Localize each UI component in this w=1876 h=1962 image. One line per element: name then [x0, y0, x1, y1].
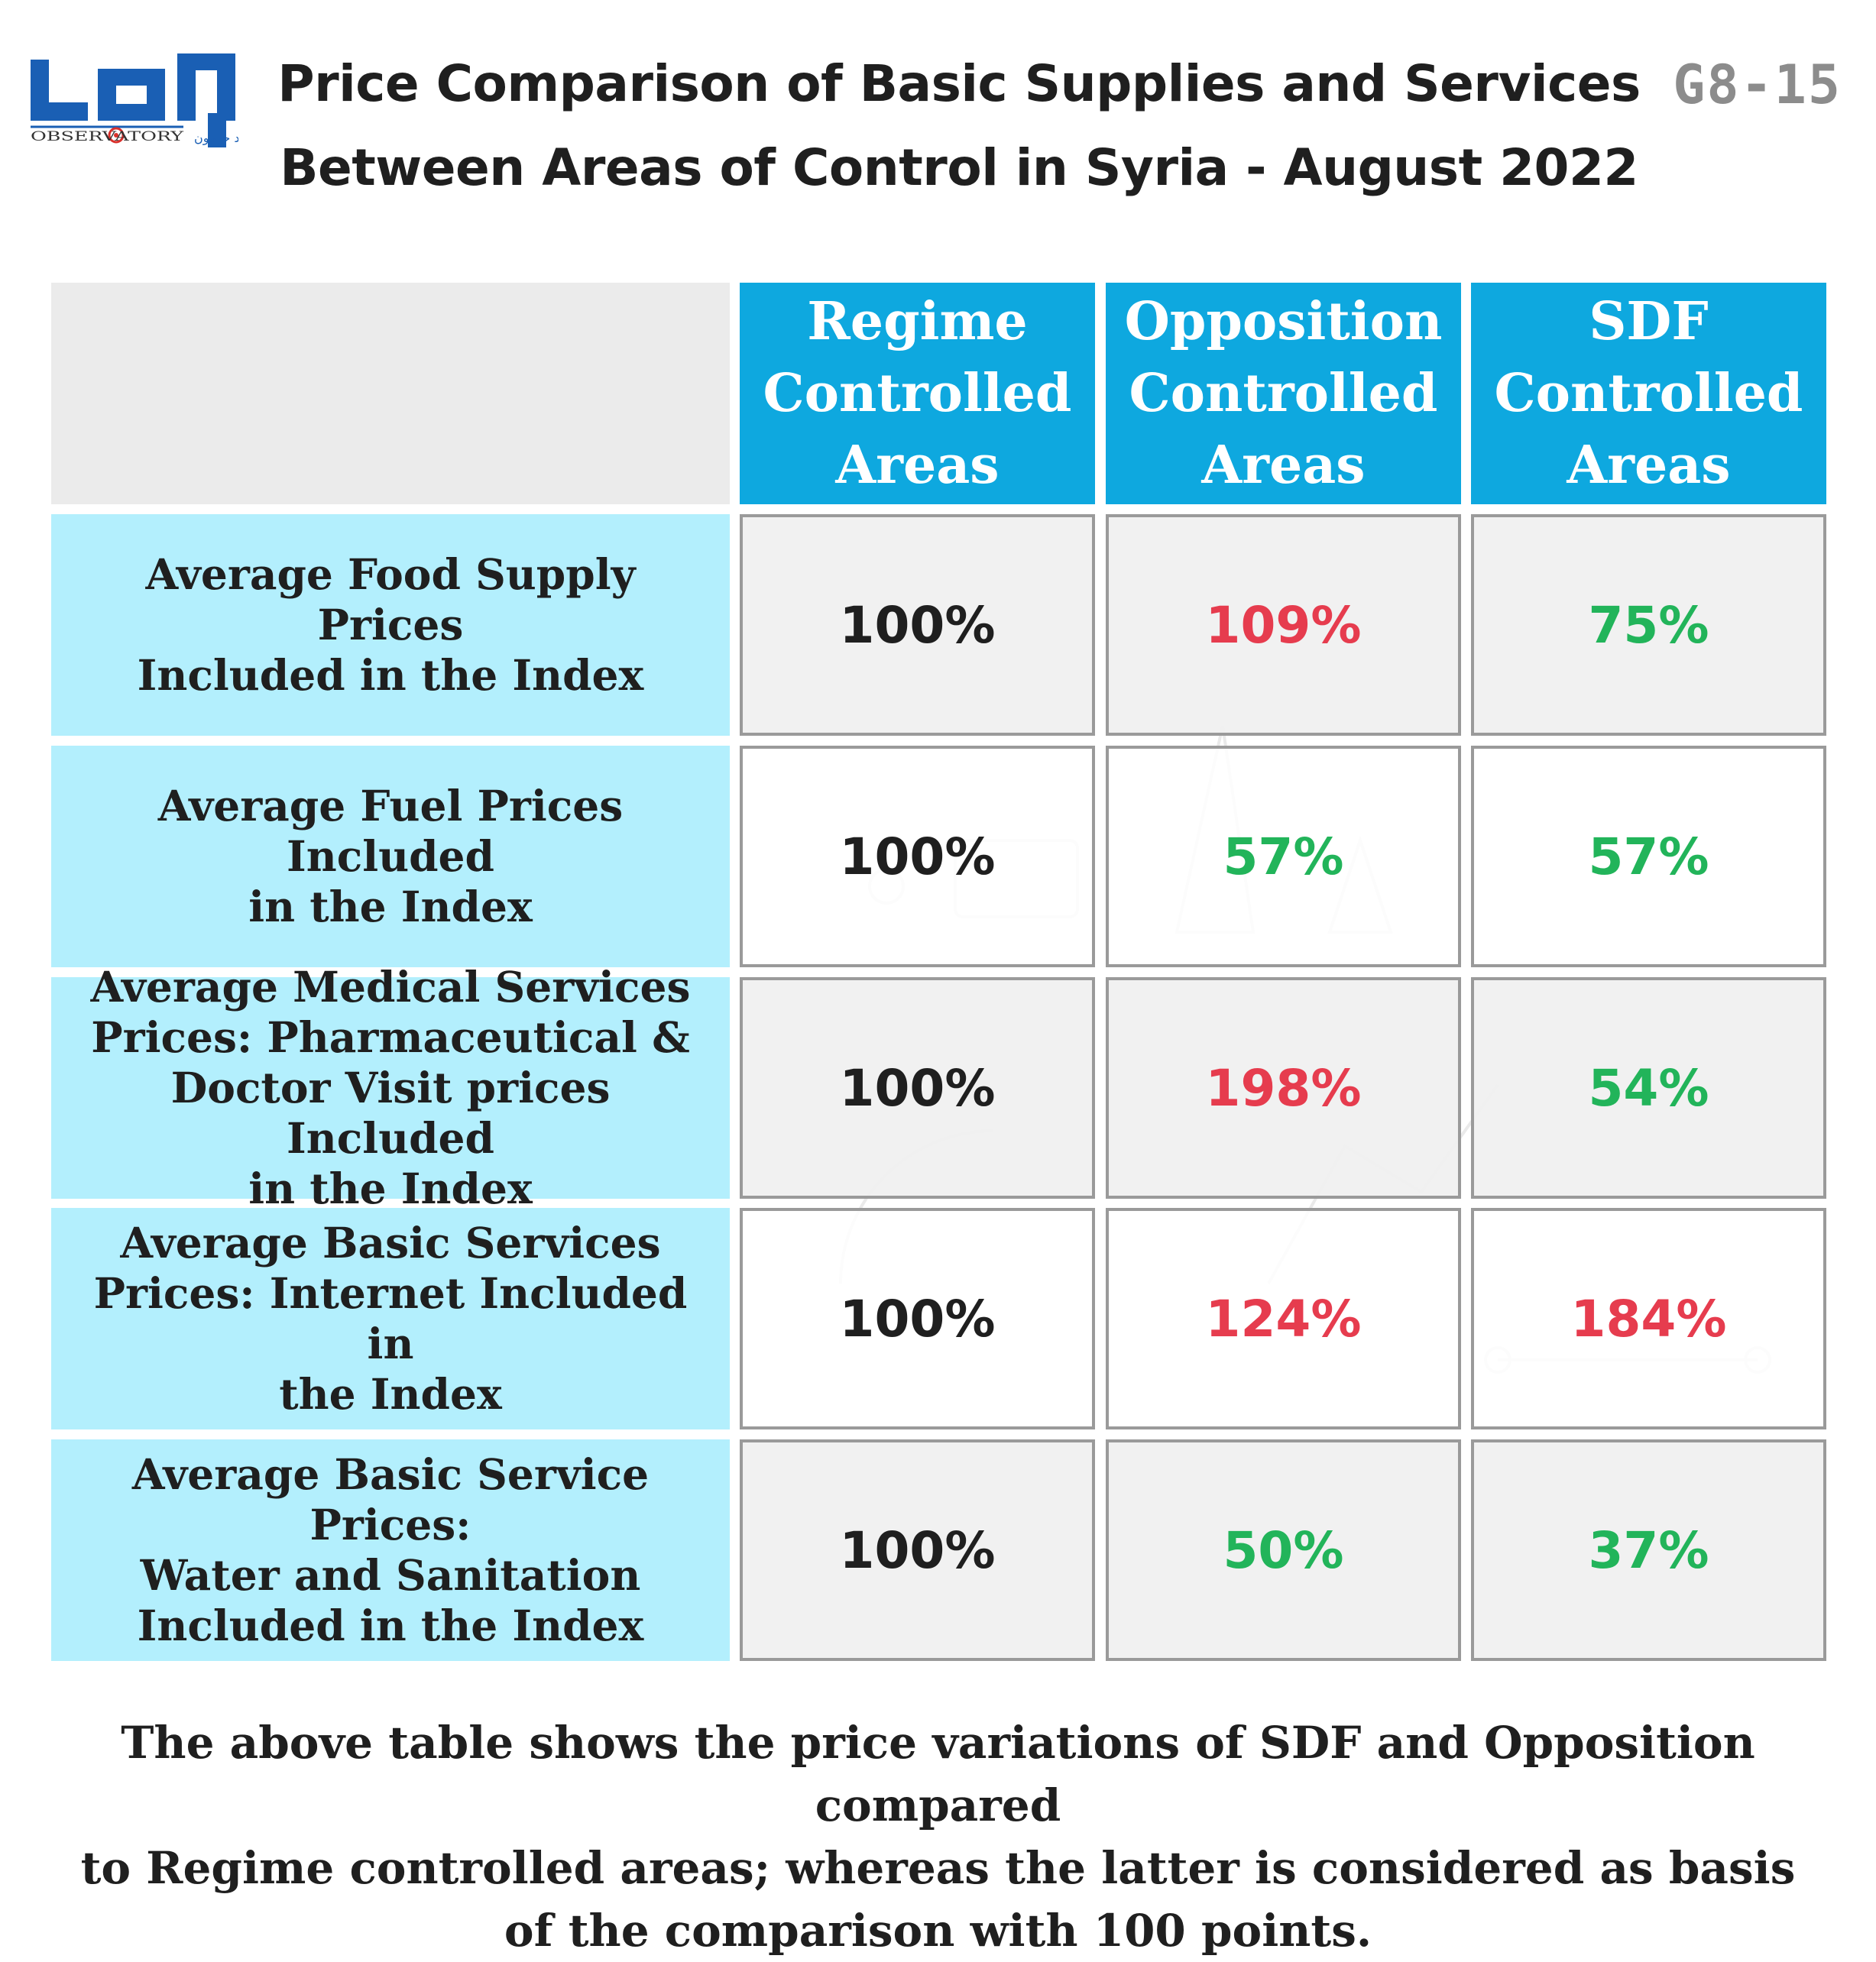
column-header-line: SDF — [1589, 291, 1709, 352]
column-header: Regime Controlled Areas — [740, 283, 1095, 504]
column-header-line: Areas — [1201, 435, 1366, 496]
column-header-line: Opposition — [1124, 291, 1443, 352]
row-header-line: Average Basic Service Prices: — [131, 1449, 650, 1549]
value-cell: 109% — [1106, 514, 1461, 736]
value-cell: 100% — [740, 514, 1095, 736]
row-header-line: Water and Sanitation — [140, 1550, 641, 1600]
value-cell: 75% — [1471, 514, 1826, 736]
title-line-2: Between Areas of Control in Syria - Augu… — [280, 138, 1638, 197]
title-line-1: Price Comparison of Basic Supplies and S… — [277, 54, 1641, 113]
observatory-logo: OBSERVATORY مرصد حرمون — [31, 46, 238, 149]
value-cell: 37% — [1471, 1439, 1826, 1661]
column-header: SDF Controlled Areas — [1471, 283, 1826, 504]
comparison-table: Regime Controlled Areas Opposition Controlle… — [51, 283, 1826, 1661]
column-header-line: Regime — [807, 291, 1028, 352]
infographic-code: G8-15 — [1673, 53, 1842, 116]
row-header-line: Average Medical Services — [90, 962, 691, 1012]
value-cell: 184% — [1471, 1208, 1826, 1429]
row-header-line: Average Basic Services — [120, 1218, 661, 1268]
table-corner — [51, 283, 730, 504]
value-cell: 198% — [1106, 977, 1461, 1199]
row-header-line: Included in the Index — [137, 1601, 644, 1650]
row-header-line: in the Index — [248, 882, 533, 931]
row-header: Average Fuel Prices Included in the Index — [51, 746, 730, 967]
column-header-line: Controlled — [1494, 363, 1803, 424]
footnote-line-1: The above table shows the price variatio… — [121, 1717, 1755, 1831]
value-cell: 54% — [1471, 977, 1826, 1199]
value-cell: 57% — [1471, 746, 1826, 967]
row-header-line: Included in the Index — [137, 650, 644, 700]
value-cell: 100% — [740, 746, 1095, 967]
row-header-line: the Index — [279, 1369, 502, 1419]
footnote-line-2: to Regime controlled areas; whereas the … — [80, 1842, 1796, 1894]
row-header-line: Prices: Pharmaceutical & — [91, 1012, 690, 1062]
row-header: Average Basic Services Prices: Internet I… — [51, 1208, 730, 1429]
logo-text: OBSERVATORY — [31, 129, 184, 144]
value-cell: 57% — [1106, 746, 1461, 967]
row-header: Average Basic Service Prices: Water and S… — [51, 1439, 730, 1661]
column-header-line: Areas — [1567, 435, 1731, 496]
row-header: Average Medical Services Prices: Pharmace… — [51, 962, 730, 1213]
row-header-line: Doctor Visit prices Included — [170, 1063, 611, 1163]
value-cell: 100% — [740, 1439, 1095, 1661]
row-header-line: Average Food Supply Prices — [145, 549, 636, 649]
column-header-line: Controlled — [763, 363, 1072, 424]
value-cell: 100% — [740, 977, 1095, 1199]
value-cell: 50% — [1106, 1439, 1461, 1661]
page-title: Price Comparison of Basic Supplies and S… — [275, 42, 1643, 210]
column-header: Opposition Controlled Areas — [1106, 283, 1461, 504]
column-header-line: Controlled — [1129, 363, 1438, 424]
row-header-line: in the Index — [248, 1164, 533, 1213]
footnote: The above table shows the price variatio… — [76, 1711, 1800, 1962]
column-header-line: Areas — [835, 435, 1000, 496]
value-cell: 124% — [1106, 1208, 1461, 1429]
row-header-line: Prices: Internet Included in — [93, 1268, 688, 1368]
footnote-line-3: of the comparison with 100 points. — [504, 1905, 1372, 1957]
row-header-line: Average Fuel Prices Included — [157, 781, 624, 881]
logo-arabic: مرصد حرمون — [194, 131, 238, 146]
row-header: Average Food Supply Prices Included in th… — [51, 514, 730, 736]
value-cell: 100% — [740, 1208, 1095, 1429]
